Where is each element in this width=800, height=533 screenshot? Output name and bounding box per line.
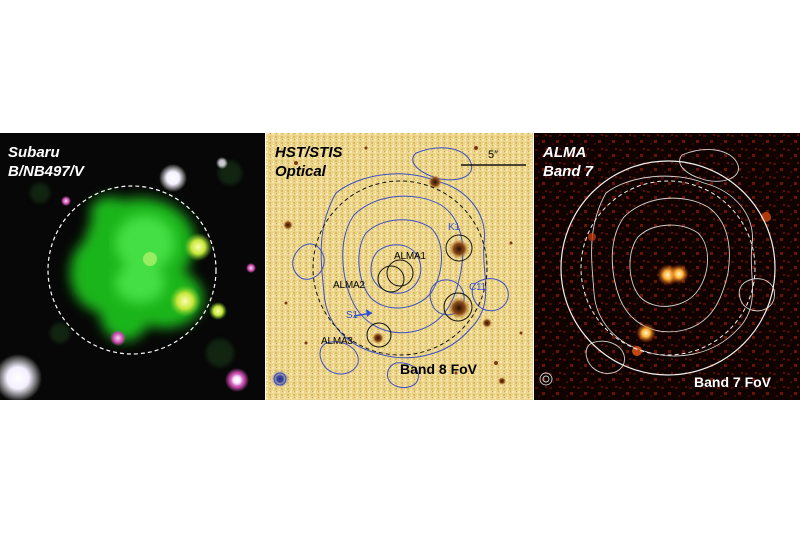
- pink-source: [110, 330, 126, 346]
- alma-source-3: [636, 323, 656, 343]
- hst-image: [266, 133, 533, 400]
- hst-panel-label: HST/STIS Optical: [275, 144, 343, 180]
- alma-image: [534, 133, 800, 400]
- band7-fov-label: Band 7 FoV: [694, 374, 772, 390]
- alma-contours: [539, 149, 775, 386]
- k1-source: [449, 239, 469, 259]
- band7-fov-circle: [560, 160, 776, 376]
- alma3-label: ALMA3: [321, 336, 353, 347]
- band8-fov-label: Band 8 FoV: [400, 361, 478, 377]
- subaru-image: [0, 133, 265, 400]
- bright-star: [159, 164, 187, 192]
- c11-circle: [443, 292, 473, 322]
- band8-fov-circle-overlay: [580, 180, 756, 356]
- alma2-circle: [377, 265, 405, 293]
- yellow-source: [169, 285, 201, 317]
- alma1-label: ALMA1: [394, 251, 426, 262]
- band8-fov-circle: [312, 180, 488, 356]
- alma-source-2: [669, 264, 689, 284]
- s1-label: S1: [346, 310, 358, 321]
- subaru-aperture-circle: [47, 185, 217, 355]
- blue-star: [271, 370, 289, 388]
- subaru-panel-label: Subaru B/NB497/V: [8, 144, 84, 180]
- alma3-circle: [366, 322, 392, 348]
- alma-panel-label: ALMA Band 7: [543, 144, 594, 180]
- scale-bar-label: 5″: [488, 149, 499, 161]
- c11-label: C11: [469, 282, 487, 293]
- alma-panel: ALMA Band 7 Band 7 FoV: [534, 133, 800, 400]
- yellow-source: [184, 233, 212, 261]
- hst-source: [428, 175, 442, 189]
- c11-source: [448, 297, 470, 319]
- hst-panel: HST/STIS Optical 5″ K1 ALMA1 ALMA2 C11 S…: [266, 133, 533, 400]
- figure-strip: Subaru B/NB497/V: [0, 133, 800, 400]
- hst-source: [283, 220, 293, 230]
- bright-star: [0, 354, 42, 400]
- alma1-circle: [386, 259, 414, 287]
- k1-circle: [445, 234, 473, 262]
- k1-label: K1: [448, 222, 460, 233]
- alma2-label: ALMA2: [333, 280, 365, 291]
- yellow-source: [209, 302, 227, 320]
- alma3-source: [372, 332, 384, 344]
- subaru-panel: Subaru B/NB497/V: [0, 133, 265, 400]
